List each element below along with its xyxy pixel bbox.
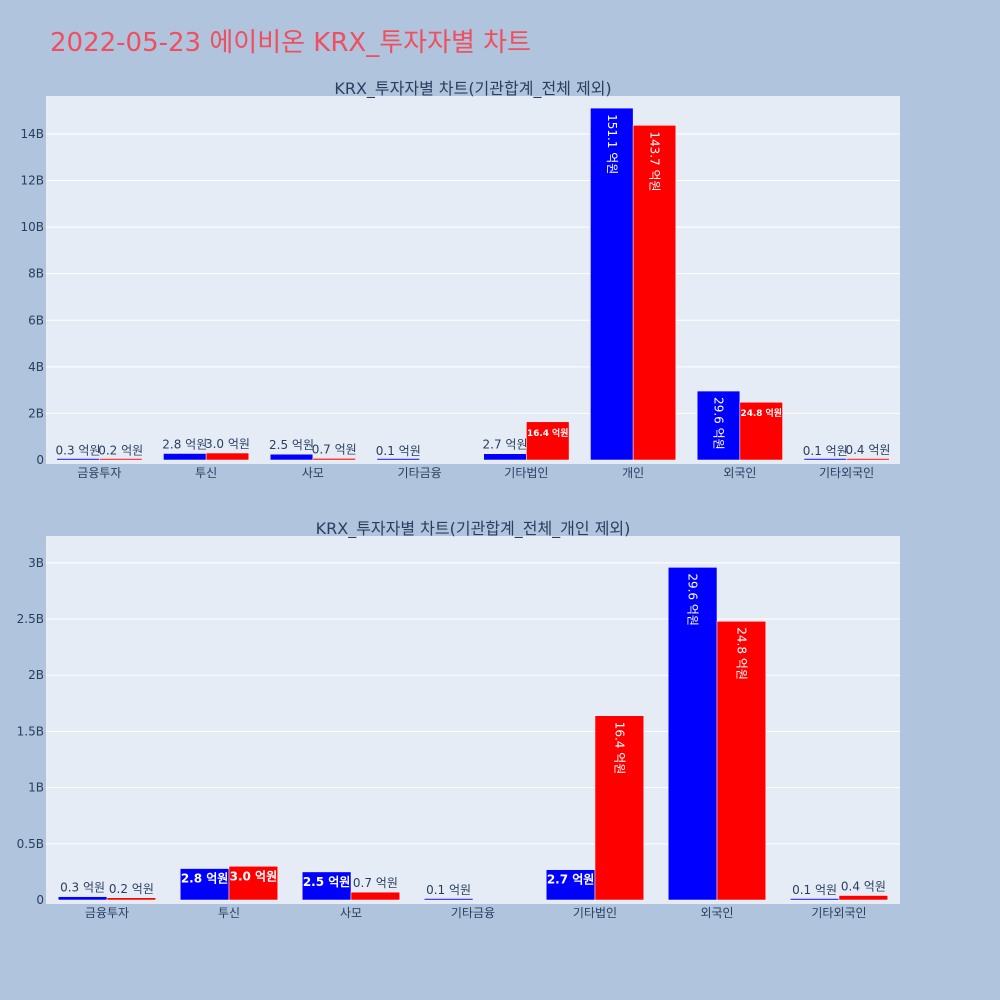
page-title: 2022-05-23 에이비온 KRX_투자자별 차트: [50, 28, 532, 58]
x-tick-label: 사모: [302, 466, 324, 480]
data-label: 0.1 억원: [803, 444, 848, 458]
data-label: 0.4 억원: [841, 880, 886, 894]
data-label: 16.4 억원: [612, 722, 626, 775]
buy-bar: [803, 458, 847, 461]
x-tick-label: 금융투자: [85, 906, 129, 920]
sell-bar: [312, 458, 356, 461]
y-tick-label: 12B: [20, 174, 44, 188]
buy-bar: [376, 458, 420, 461]
chart-2: 0 0.5B 1B 1.5B 2B 2.5B 3B KRX_투자자별 차트(기관합계_전체_개…: [17, 519, 900, 920]
buy-bar: [56, 458, 100, 461]
data-label: 0.7 억원: [312, 442, 357, 456]
sell-bar: [526, 421, 570, 461]
chart-1: 0 2B 4B 6B 8B 10B 12B 14B KRX_투자자별 차트(기관합계_전체 제외…: [20, 79, 900, 480]
x-tick-label: 기타금융: [398, 466, 442, 480]
sell-bar: [632, 125, 677, 461]
buy-bar: [179, 868, 230, 901]
sell-bar: [99, 458, 143, 461]
buy-bar: [483, 453, 527, 461]
buy-bar: [163, 453, 207, 461]
buy-bar: [590, 107, 634, 461]
buy-bar: [269, 453, 314, 461]
sell-bar: [205, 452, 250, 461]
plot-area: [46, 536, 900, 904]
data-label: 3.0 억원: [205, 437, 250, 451]
sell-bar: [594, 715, 645, 901]
y-tick-label: 3B: [28, 556, 44, 570]
sell-bar: [739, 401, 783, 461]
x-tick-label: 기타금융: [451, 906, 495, 920]
buy-bar: [789, 898, 840, 901]
data-label: 24.8 억원: [741, 407, 782, 419]
data-label: 0.3 억원: [60, 881, 105, 895]
y-tick-label: 4B: [28, 360, 44, 374]
data-label: 2.8 억원: [162, 437, 207, 451]
data-label: 24.8 억원: [734, 627, 748, 680]
y-tick-label: 2.5B: [17, 612, 44, 626]
x-tick-label: 사모: [340, 906, 362, 920]
sell-bar: [838, 895, 889, 901]
data-label: 2.5 억원: [269, 438, 314, 452]
y-tick-label: 0: [36, 453, 44, 467]
buy-bar: [667, 567, 718, 901]
x-tick-label: 투신: [218, 906, 240, 920]
chart-title: KRX_투자자별 차트(기관합계_전체 제외): [334, 79, 611, 99]
data-label: 3.0 억원: [230, 869, 278, 883]
x-tick-label: 투신: [195, 466, 217, 480]
y-tick-label: 6B: [28, 313, 44, 327]
data-label: 2.7 억원: [483, 438, 528, 452]
y-tick-label: 0: [36, 893, 44, 907]
buy-bar: [301, 871, 352, 901]
data-label: 0.7 억원: [353, 876, 398, 890]
y-tick-label: 0.5B: [17, 837, 44, 851]
x-tick-label: 기타외국인: [811, 906, 866, 920]
sell-bar: [228, 866, 279, 901]
y-tick-label: 2B: [28, 668, 44, 682]
sell-bar: [106, 897, 157, 901]
x-tick-label: 금융투자: [77, 466, 121, 480]
y-tick-label: 8B: [28, 267, 44, 281]
x-tick-label: 외국인: [700, 906, 733, 920]
data-label: 2.7 억원: [547, 873, 595, 887]
x-tick-label: 기타외국인: [819, 466, 874, 480]
x-tick-label: 외국인: [723, 466, 756, 480]
data-label: 2.5 억원: [303, 875, 351, 889]
data-label: 2.8 억원: [181, 872, 229, 886]
buy-bar: [423, 898, 474, 901]
y-tick-label: 1.5B: [17, 724, 44, 738]
data-label: 151.1 억원: [605, 114, 619, 174]
data-label: 0.4 억원: [845, 443, 890, 457]
data-label: 0.3 억원: [56, 443, 101, 457]
data-label: 0.1 억원: [426, 883, 471, 897]
buy-bar: [545, 869, 596, 901]
sell-bar: [350, 891, 401, 901]
data-label: 0.1 억원: [376, 444, 421, 458]
data-label: 0.2 억원: [109, 882, 154, 896]
data-label: 16.4 억원: [527, 427, 568, 439]
data-label: 29.6 억원: [686, 573, 700, 626]
data-label: 0.2 억원: [98, 444, 143, 458]
data-label: 29.6 억원: [712, 397, 726, 450]
y-tick-label: 1B: [28, 781, 44, 795]
x-tick-label: 개인: [622, 466, 644, 480]
sell-bar: [846, 458, 890, 461]
x-tick-label: 기타법인: [573, 906, 617, 920]
x-tick-label: 기타법인: [504, 466, 548, 480]
y-tick-label: 10B: [20, 220, 44, 234]
y-tick-label: 14B: [20, 127, 44, 141]
buy-bar: [57, 896, 108, 901]
chart-title: KRX_투자자별 차트(기관합계_전체_개인 제외): [316, 519, 631, 539]
sell-bar: [716, 621, 767, 901]
y-tick-label: 2B: [28, 406, 44, 420]
data-label: 143.7 억원: [647, 131, 661, 191]
buy-bar: [696, 390, 741, 461]
data-label: 0.1 억원: [792, 883, 837, 897]
